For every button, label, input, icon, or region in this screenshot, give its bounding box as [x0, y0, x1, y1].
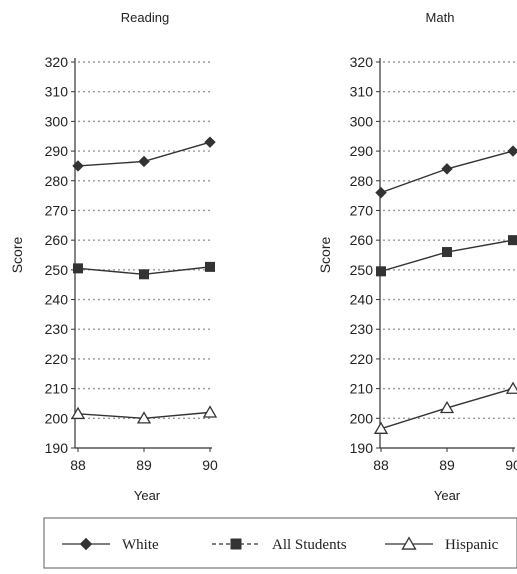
legend-label-white: White	[122, 537, 159, 553]
y-tick-label: 220	[45, 351, 69, 367]
data-point-white	[139, 156, 149, 166]
y-tick-label: 260	[45, 232, 69, 248]
y-tick-label: 200	[350, 410, 374, 426]
y-tick-label: 240	[45, 292, 69, 308]
y-axis-label: Score	[317, 237, 333, 274]
y-tick-label: 230	[45, 321, 69, 337]
x-axis-label: Year	[434, 488, 461, 503]
y-tick-label: 250	[45, 262, 69, 278]
y-tick-label: 280	[45, 173, 69, 189]
y-axis-label: Score	[9, 237, 25, 274]
chart-title: Math	[426, 10, 455, 25]
x-tick-label: 90	[202, 457, 218, 473]
y-tick-label: 250	[350, 262, 374, 278]
legend-label-hispanic: Hispanic	[445, 537, 499, 553]
data-point-all-students	[206, 262, 215, 271]
x-tick-label: 89	[136, 457, 152, 473]
data-point-all-students	[74, 264, 83, 273]
y-tick-label: 290	[350, 143, 374, 159]
y-tick-label: 190	[45, 440, 69, 456]
x-tick-label: 89	[439, 457, 455, 473]
y-tick-label: 270	[350, 202, 374, 218]
data-point-all-students	[509, 236, 517, 245]
data-point-all-students	[443, 248, 452, 257]
y-tick-label: 300	[45, 113, 69, 129]
legend: White All Students Hispanic	[44, 518, 517, 568]
data-point-all-students	[377, 267, 386, 276]
chart-title: Reading	[121, 10, 169, 25]
y-tick-label: 210	[45, 381, 69, 397]
data-point-hispanic	[72, 408, 84, 418]
data-point-hispanic	[375, 423, 387, 433]
y-tick-label: 270	[45, 202, 69, 218]
legend-marker-all-students	[231, 539, 241, 549]
math-panel: Math 320 310 300 290 280 270 260 250 240 230 220 210…	[317, 10, 517, 503]
y-tick-label: 240	[350, 292, 374, 308]
y-tick-label: 210	[350, 381, 374, 397]
y-tick-label: 260	[350, 232, 374, 248]
y-tick-label: 310	[350, 84, 374, 100]
data-point-white	[508, 146, 517, 156]
data-point-white	[205, 137, 215, 147]
x-axis-label: Year	[134, 488, 161, 503]
y-tick-label: 280	[350, 173, 374, 189]
data-point-all-students	[140, 270, 149, 279]
x-tick-label: 90	[505, 457, 517, 473]
data-point-hispanic	[204, 407, 216, 417]
y-tick-label: 200	[45, 410, 69, 426]
y-tick-label: 310	[45, 84, 69, 100]
y-tick-label: 230	[350, 321, 374, 337]
legend-label-all-students: All Students	[272, 537, 347, 553]
reading-panel: Reading 320 310 300 290 280 270 260 250 240 230 220…	[9, 10, 218, 503]
x-tick-label: 88	[70, 457, 86, 473]
y-tick-label: 290	[45, 143, 69, 159]
data-point-white	[376, 188, 386, 198]
x-tick-label: 88	[373, 457, 389, 473]
y-tick-label: 300	[350, 113, 374, 129]
y-tick-label: 220	[350, 351, 374, 367]
y-tick-label: 320	[45, 54, 69, 70]
data-point-white	[442, 164, 452, 174]
y-tick-label: 320	[350, 54, 374, 70]
y-tick-label: 190	[350, 440, 374, 456]
